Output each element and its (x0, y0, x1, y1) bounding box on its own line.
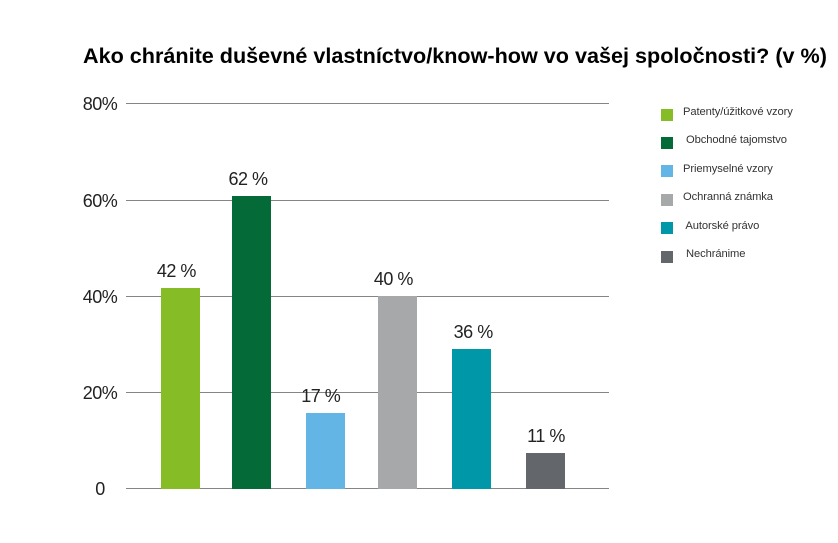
bar-value-label-ochranna-znamka: 40 % (373, 269, 414, 290)
legend-swatch-autorske-pravo (661, 222, 673, 235)
gridline-60 (126, 199, 609, 201)
legend-label-autorske-pravo: Autorské právo (683, 219, 760, 232)
y-tick-label-20: 20% (82, 383, 118, 404)
legend-label-nechranime: Nechránime (683, 248, 746, 261)
y-tick-label-60: 60% (82, 190, 118, 211)
gridline-80 (126, 103, 609, 105)
gridline-40 (126, 295, 609, 297)
legend-swatch-obchodne-tajomstvo (661, 136, 673, 149)
legend-swatch-priemyselne-vzory (661, 165, 673, 178)
bar-value-label-nechranime: 11 % (527, 426, 565, 447)
bar-patenty-uzitkove-vzory (161, 287, 200, 489)
legend-label-obchodne-tajomstvo: Obchodné tajomstvo (683, 134, 787, 147)
y-tick-label-40: 40% (82, 286, 118, 307)
bar-obchodne-tajomstvo (232, 195, 271, 489)
legend-swatch-ochranna-znamka (661, 193, 673, 206)
bar-value-label-patenty-uzitkove-vzory: 42 % (156, 261, 197, 282)
legend-label-ochranna-znamka: Ochranná známka (683, 191, 773, 204)
bar-value-label-priemyselne-vzory: 17 % (301, 386, 341, 407)
gridline-0 (126, 488, 609, 490)
y-tick-label-80: 80% (82, 94, 118, 115)
bar-value-label-autorske-pravo: 36 % (453, 322, 494, 343)
legend-swatch-nechranime (661, 250, 673, 263)
bar-priemyselne-vzory (306, 412, 345, 489)
chart-title: Ako chránite duševné vlastníctvo/know-ho… (83, 43, 827, 68)
gridline-20 (126, 392, 609, 394)
bar-nechranime (526, 452, 565, 489)
legend-label-patenty-uzitkove-vzory: Patenty/úžitkové vzory (683, 105, 793, 118)
legend-swatch-patenty-uzitkove-vzory (661, 108, 673, 121)
y-tick-label-0: 0 (95, 479, 105, 500)
bar-ochranna-znamka (378, 296, 417, 489)
legend-label-priemyselne-vzory: Priemyselné vzory (683, 162, 773, 175)
bar-autorske-pravo (452, 348, 491, 489)
bar-value-label-obchodne-tajomstvo: 62 % (228, 169, 268, 190)
